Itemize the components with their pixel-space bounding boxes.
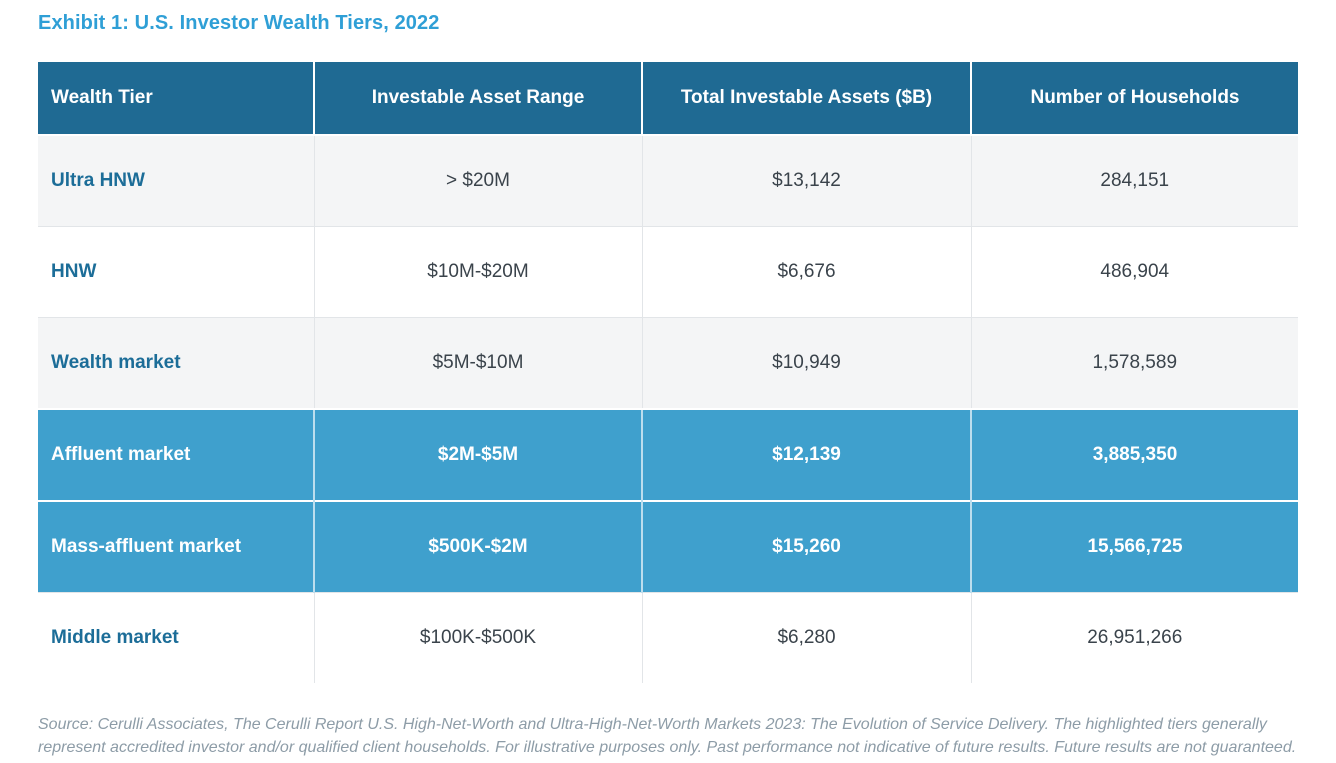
table-row-ultra-hnw: Ultra HNW > $20M $13,142 284,151 [38, 135, 1298, 227]
cell-households: 1,578,589 [971, 317, 1298, 409]
col-header-wealth-tier: Wealth Tier [38, 62, 315, 136]
table-row-mass-affluent-market: Mass-affluent market $500K-$2M $15,260 1… [38, 500, 1298, 593]
page-title: Exhibit 1: U.S. Investor Wealth Tiers, 2… [38, 12, 440, 34]
cell-households: 284,151 [971, 135, 1298, 227]
cell-tier: Middle market [38, 592, 315, 683]
col-header-total-investable-assets: Total Investable Assets ($B) [642, 62, 972, 136]
cell-households: 15,566,725 [971, 500, 1298, 593]
cell-households: 3,885,350 [971, 408, 1298, 501]
wealth-tiers-table: Wealth Tier Investable Asset Range Total… [38, 62, 1298, 683]
cell-asset-range: $500K-$2M [314, 500, 643, 593]
cell-households: 486,904 [971, 226, 1298, 318]
cell-households: 26,951,266 [971, 592, 1298, 683]
cell-tier: Mass-affluent market [38, 500, 315, 593]
source-note: Source: Cerulli Associates, The Cerulli … [38, 716, 1297, 756]
cell-asset-range: $10M-$20M [314, 226, 643, 318]
cell-total-assets: $12,139 [642, 408, 972, 501]
cell-total-assets: $6,676 [642, 226, 972, 318]
cell-tier: HNW [38, 226, 315, 318]
cell-asset-range: $100K-$500K [314, 592, 643, 683]
table-row-middle-market: Middle market $100K-$500K $6,280 26,951,… [38, 592, 1298, 683]
cell-total-assets: $13,142 [642, 135, 972, 227]
cell-total-assets: $10,949 [642, 317, 972, 409]
cell-total-assets: $15,260 [642, 500, 972, 593]
cell-total-assets: $6,280 [642, 592, 972, 683]
cell-tier: Ultra HNW [38, 135, 315, 227]
table-row-hnw: HNW $10M-$20M $6,676 486,904 [38, 226, 1298, 318]
cell-tier: Affluent market [38, 408, 315, 501]
col-header-investable-asset-range: Investable Asset Range [314, 62, 643, 136]
table-header-row: Wealth Tier Investable Asset Range Total… [38, 62, 1298, 136]
table-row-wealth-market: Wealth market $5M-$10M $10,949 1,578,589 [38, 317, 1298, 409]
cell-tier: Wealth market [38, 317, 315, 409]
col-header-number-of-households: Number of Households [971, 62, 1298, 136]
cell-asset-range: $5M-$10M [314, 317, 643, 409]
cell-asset-range: > $20M [314, 135, 643, 227]
cell-asset-range: $2M-$5M [314, 408, 643, 501]
table-row-affluent-market: Affluent market $2M-$5M $12,139 3,885,35… [38, 408, 1298, 501]
